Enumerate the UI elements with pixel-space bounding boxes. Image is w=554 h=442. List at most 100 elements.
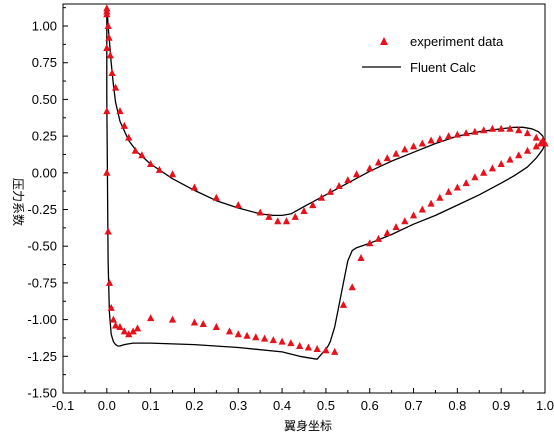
experiment-point: [116, 322, 124, 330]
experiment-point: [243, 331, 251, 339]
experiment-point: [108, 68, 116, 76]
experiment-point: [401, 145, 409, 153]
experiment-point: [120, 121, 128, 129]
experiment-point: [537, 139, 545, 147]
experiment-point: [106, 51, 114, 59]
experiment-point: [344, 176, 352, 184]
experiment-point: [104, 22, 112, 30]
legend: experiment data Fluent Calc: [362, 34, 504, 75]
y-tick-label: 0.75: [32, 55, 57, 70]
experiment-point: [212, 193, 220, 201]
legend-fluent-label: Fluent Calc: [410, 60, 476, 75]
experiment-point: [506, 124, 514, 132]
experiment-point: [278, 337, 286, 345]
experiment-point: [497, 160, 505, 168]
experiment-point: [155, 165, 163, 173]
experiment-point: [515, 126, 523, 134]
experiment-point: [103, 44, 111, 52]
experiment-point: [427, 199, 435, 207]
experiment-point: [109, 315, 117, 323]
x-tick-label: 0.2: [185, 398, 203, 413]
experiment-point: [168, 315, 177, 323]
experiment-point: [401, 217, 409, 225]
experiment-point: [291, 212, 299, 220]
experiment-point: [418, 205, 426, 213]
experiment-point: [488, 164, 497, 172]
experiment-point: [427, 136, 435, 144]
experiment-point: [199, 320, 207, 328]
experiment-point: [436, 135, 444, 143]
experiment-point: [436, 193, 444, 201]
fluent-calc-line: [106, 7, 546, 360]
x-tick-label: 0.9: [492, 398, 510, 413]
experiment-point: [111, 83, 120, 91]
experiment-point: [523, 146, 532, 154]
y-tick-label: -0.50: [27, 239, 57, 254]
experiment-point: [374, 158, 383, 166]
experiment-point: [453, 183, 461, 191]
experiment-point: [287, 339, 295, 347]
y-tick-label: 1.00: [32, 19, 57, 34]
experiment-point: [352, 170, 361, 178]
experiment-point: [515, 151, 523, 159]
experiment-point: [383, 154, 391, 162]
experiment-point: [339, 300, 348, 308]
experiment-point: [462, 129, 470, 137]
experiment-point: [506, 155, 514, 163]
experiment-point: [190, 318, 199, 326]
x-tick-label: 0.4: [273, 398, 291, 413]
experiment-point: [111, 321, 120, 329]
experiment-point: [366, 239, 374, 247]
x-tick-label: 0.7: [405, 398, 423, 413]
experiment-point: [300, 206, 308, 214]
experiment-point: [147, 160, 155, 168]
x-tick-label: 0.6: [361, 398, 379, 413]
experiment-point: [125, 330, 133, 338]
experiment-point: [348, 283, 356, 291]
experiment-point: [105, 33, 113, 41]
experiment-point: [409, 142, 418, 150]
experiment-point: [212, 322, 220, 330]
experiment-point: [374, 234, 383, 242]
experiment-point: [409, 211, 418, 219]
experiment-point: [168, 170, 177, 178]
experiment-point: [497, 124, 505, 132]
experiment-point: [147, 314, 155, 322]
x-axis-label: 翼身坐标: [284, 418, 332, 433]
y-tick-label: -1.25: [27, 349, 57, 364]
experiment-point: [265, 212, 273, 220]
experiment-point: [480, 168, 488, 176]
fluent-series: [106, 7, 546, 360]
experiment-point: [138, 151, 146, 159]
experiment-point: [129, 327, 137, 335]
experiment-point: [105, 278, 114, 286]
experiment-point: [488, 124, 497, 132]
experiment-point: [523, 129, 532, 137]
experiment-point: [269, 336, 277, 344]
experiment-point: [190, 183, 199, 191]
y-tick-label: -0.25: [27, 202, 57, 217]
experiment-point: [256, 208, 264, 216]
experiment-point: [392, 149, 400, 157]
experiment-point: [471, 173, 479, 181]
y-axis-label: 压力系数: [11, 178, 26, 226]
experiment-point: [104, 227, 112, 235]
x-tick-label: 1.0: [536, 398, 554, 413]
experiment-point: [274, 217, 282, 225]
experiment-point: [532, 142, 540, 150]
experiment-point: [480, 126, 488, 134]
experiment-point: [252, 333, 260, 341]
experiment-point: [418, 139, 426, 147]
experiment-point: [322, 346, 330, 354]
y-tick-label: -1.50: [27, 386, 57, 401]
y-axis-ticks: -1.50 -1.25 -1.00 -0.75 -0.50 -0.25 0.00 0.25 0.…: [27, 7, 68, 401]
experiment-point: [357, 253, 365, 261]
y-tick-label: 0.00: [32, 165, 57, 180]
experiment-point: [116, 107, 124, 115]
x-tick-label: 0.3: [229, 398, 247, 413]
experiment-point: [103, 107, 111, 115]
experiment-point: [103, 168, 111, 176]
experiment-series: [103, 4, 549, 355]
y-tick-label: -1.00: [27, 312, 57, 327]
experiment-point: [296, 342, 304, 350]
